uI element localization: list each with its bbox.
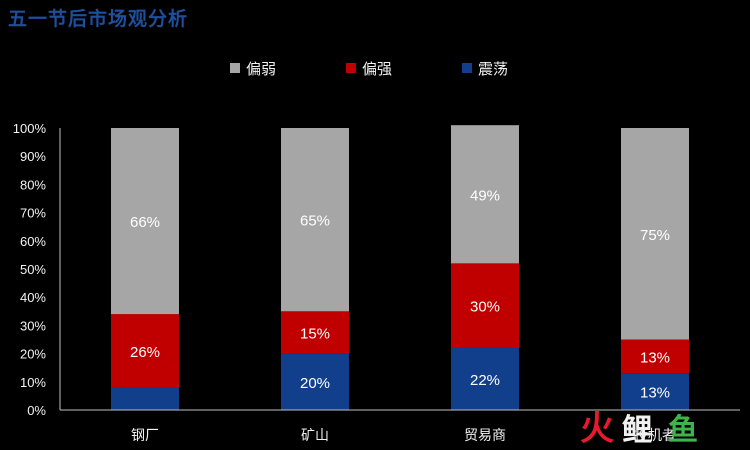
data-label: 22% — [470, 372, 500, 389]
legend-swatch — [230, 63, 240, 73]
bar-segment — [281, 311, 349, 354]
y-tick-label: 10% — [20, 375, 46, 390]
legend-swatch — [462, 63, 472, 73]
watermark-char-1: 火 — [580, 409, 614, 449]
x-category-label: 贸易商 — [464, 428, 506, 444]
bar-segment — [111, 128, 179, 315]
data-label: 75% — [640, 227, 670, 244]
bar-segment — [451, 125, 519, 264]
data-label: 66% — [130, 214, 160, 231]
y-axis: 0% 10% 20% 30% 40% 50% 60% 70% 80% 90% 100% — [13, 121, 61, 418]
legend-label: 偏强 — [362, 60, 392, 78]
data-label: 13% — [640, 349, 670, 366]
bar-segment — [281, 353, 349, 410]
data-label: 30% — [470, 299, 500, 316]
watermark-logo: 火 鲤 鱼 — [580, 409, 698, 449]
legend: 偏弱 偏强 震荡 — [230, 60, 508, 78]
legend-label: 震荡 — [478, 60, 508, 78]
x-category-label: 矿山 — [301, 428, 329, 444]
x-category-label: 钢厂 — [131, 428, 159, 444]
y-tick-label: 80% — [20, 177, 46, 192]
y-tick-label: 90% — [20, 149, 46, 164]
bar-segment — [111, 314, 179, 388]
bar-segment — [621, 373, 689, 410]
x-category-label: 投机者 — [634, 428, 676, 444]
legend-swatch — [346, 63, 356, 73]
y-tick-label: 50% — [20, 262, 46, 277]
bars: 26% 66% 20% 15% 65% 22% 30% 49% 13% 13% 75% — [111, 125, 689, 410]
y-tick-label: 20% — [20, 347, 46, 362]
y-tick-label: 70% — [20, 206, 46, 221]
y-tick-label: 0% — [27, 403, 46, 418]
chart-title: 五一节后市场观分析 — [8, 8, 189, 30]
data-label: 20% — [300, 375, 330, 392]
legend-label: 偏弱 — [246, 60, 276, 78]
data-label: 15% — [300, 325, 330, 342]
y-tick-label: 100% — [13, 121, 47, 136]
data-label: 65% — [300, 213, 330, 230]
watermark-char-3: 鱼 — [668, 413, 698, 448]
watermark-char-2: 鲤 — [622, 413, 652, 448]
bar-segment — [451, 263, 519, 348]
y-tick-label: 40% — [20, 290, 46, 305]
y-tick-label: 30% — [20, 318, 46, 333]
bar-segment — [111, 387, 179, 410]
bar-segment — [281, 128, 349, 312]
y-tick-label: 60% — [20, 234, 46, 249]
x-axis: 钢厂 矿山 贸易商 投机者 — [60, 409, 740, 444]
data-label: 13% — [640, 385, 670, 402]
data-label: 49% — [470, 187, 500, 204]
data-label: 26% — [130, 344, 160, 361]
bar-segment — [621, 339, 689, 374]
bar-segment — [621, 128, 689, 340]
bar-segment — [451, 347, 519, 410]
